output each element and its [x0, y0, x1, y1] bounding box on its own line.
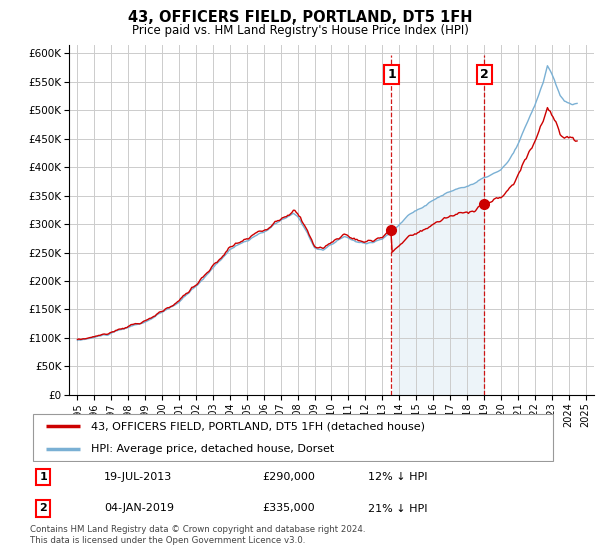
Text: 1: 1: [387, 68, 396, 81]
Text: 21% ↓ HPI: 21% ↓ HPI: [368, 503, 427, 514]
Text: 2: 2: [480, 68, 488, 81]
Text: HPI: Average price, detached house, Dorset: HPI: Average price, detached house, Dors…: [91, 444, 334, 454]
Text: 12% ↓ HPI: 12% ↓ HPI: [368, 472, 427, 482]
Text: 04-JAN-2019: 04-JAN-2019: [104, 503, 174, 514]
Text: 19-JUL-2013: 19-JUL-2013: [104, 472, 172, 482]
Text: 43, OFFICERS FIELD, PORTLAND, DT5 1FH: 43, OFFICERS FIELD, PORTLAND, DT5 1FH: [128, 10, 472, 25]
Text: Contains HM Land Registry data © Crown copyright and database right 2024.
This d: Contains HM Land Registry data © Crown c…: [30, 525, 365, 545]
Text: £290,000: £290,000: [262, 472, 315, 482]
Text: Price paid vs. HM Land Registry's House Price Index (HPI): Price paid vs. HM Land Registry's House …: [131, 24, 469, 36]
Text: £335,000: £335,000: [262, 503, 315, 514]
Text: 2: 2: [40, 503, 47, 514]
Text: 43, OFFICERS FIELD, PORTLAND, DT5 1FH (detached house): 43, OFFICERS FIELD, PORTLAND, DT5 1FH (d…: [91, 421, 425, 431]
FancyBboxPatch shape: [32, 414, 553, 461]
Text: 1: 1: [40, 472, 47, 482]
